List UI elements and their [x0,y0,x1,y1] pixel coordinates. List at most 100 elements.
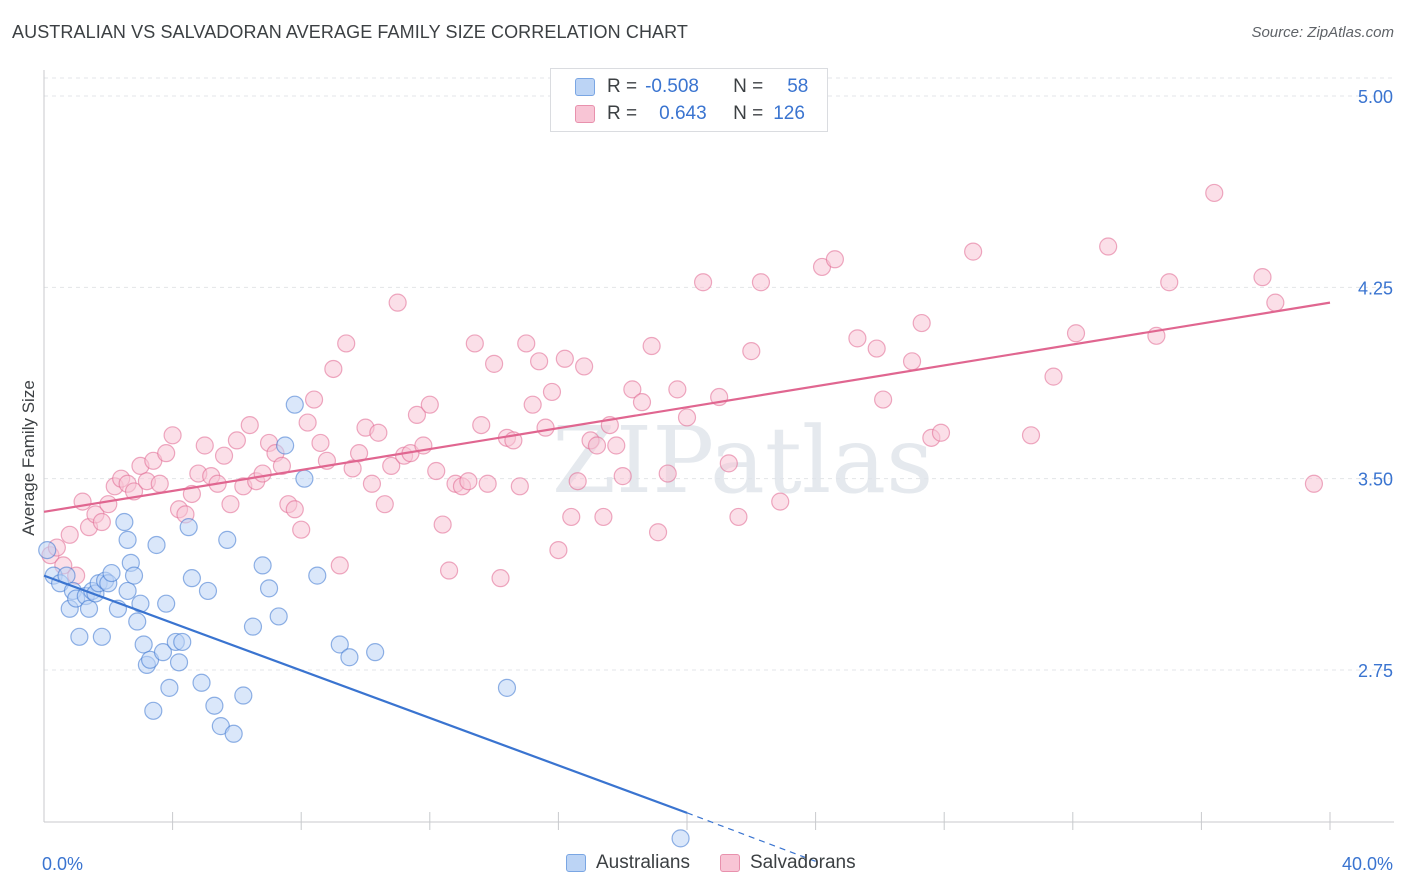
salvadoran-point [536,418,555,437]
y-tick-label: 3.50 [1358,470,1393,490]
australian-point [198,581,218,601]
australian-point [173,632,192,652]
australian-point [218,530,237,549]
salvadoran-point [375,495,394,514]
salvadoran-point [648,523,668,542]
salvadoran-point [253,464,272,483]
salvadoran-point [362,474,382,493]
australian-point [285,395,304,414]
australian-point [134,635,153,654]
salvadoran-point [240,415,259,435]
salvadoran-point [1021,426,1041,445]
salvadoran-point [472,415,491,435]
australian-point [192,673,211,692]
salvadoran-point [1253,268,1272,287]
australian-point [153,643,173,662]
legend-item-australians: Australians [566,852,690,874]
salvadoran-point [517,334,536,353]
salvadoran-point [99,495,118,514]
australian-point [340,648,359,667]
salvadoran-point [195,436,214,455]
salvadoran-point [1304,474,1324,493]
salvadoran-point [330,556,349,575]
salvadoran-point [292,520,311,539]
x-tick-label-max: 40.0% [1342,854,1393,874]
australian-point [330,635,349,654]
salvadoran-point [272,456,292,476]
salvadoran-point [311,433,330,453]
legend-row-salvadorans: R = 0.643 N = 126 [575,102,805,126]
salvadoran-point [658,464,677,483]
salvadoran-point [719,454,738,473]
australians-n-value: 58 [787,76,809,97]
trend-lines [43,301,1331,862]
r-label: R = [607,103,638,124]
australians-r-value: -0.508 [645,76,699,97]
salvadoran-point [1160,273,1179,292]
australian-point [295,469,314,488]
australian-point [70,627,89,646]
salvadoran-point [594,507,613,527]
australian-point [308,566,327,585]
australian-point [276,436,295,455]
salvadoran-point [931,423,951,442]
n-label: N = [733,103,764,124]
australian-point [128,612,147,631]
australian-point [124,566,144,585]
r-label: R = [607,76,638,97]
salvadoran-point [304,390,324,409]
salvadoran-point [510,477,529,496]
salvadoran-point [587,436,607,455]
australian-point [269,607,288,626]
australian-point [160,678,179,697]
australian-point [497,678,517,697]
source-label: Source: ZipAtlas.com [1251,24,1394,41]
australians-swatch [575,78,595,96]
salvadoran-point [523,395,542,414]
salvadoran-point [562,507,581,527]
salvadoran-point [568,472,587,491]
salvadoran-point [1066,324,1086,343]
salvadoran-point [221,495,240,514]
salvadoran-point [298,413,317,432]
australian-point [205,696,224,715]
australian-point [157,594,176,613]
australian-point [259,579,279,598]
salvadoran-point [549,540,568,560]
australian-point [179,518,198,537]
salvadorans-swatch [720,854,740,872]
salvadoran-point [485,354,504,373]
salvadoran-point [459,472,478,491]
salvadoran-point [848,329,867,348]
australian-point [234,686,253,705]
australian-point [147,535,166,555]
salvadorans-points [41,183,1324,588]
salvadoran-point [912,313,931,333]
salvadorans-swatch [575,105,595,123]
australian-point [115,512,134,532]
salvadoran-point [227,431,246,450]
salvadoran-point [214,446,234,465]
australian-point [169,653,189,672]
salvadoran-point [150,474,169,493]
australians-points [38,395,690,848]
salvadoran-point [163,426,182,445]
salvadoran-point [642,336,661,356]
salvadoran-point [369,423,388,442]
salvadoran-point [60,525,79,544]
salvadoran-point [677,408,697,427]
australian-point [92,627,111,646]
salvadoran-point [182,484,201,504]
salvadoran-point [388,293,407,312]
salvadoran-point [607,436,626,455]
australian-point [224,724,243,743]
salvadoran-point [491,569,510,588]
australians-trend-extension [686,812,816,862]
salvadoran-point [1044,367,1063,386]
axes [43,70,1394,830]
salvadoran-point [420,395,439,414]
salvadoran-point [530,352,549,371]
salvadoran-point [157,444,176,463]
y-tick-label: 4.25 [1358,278,1393,298]
